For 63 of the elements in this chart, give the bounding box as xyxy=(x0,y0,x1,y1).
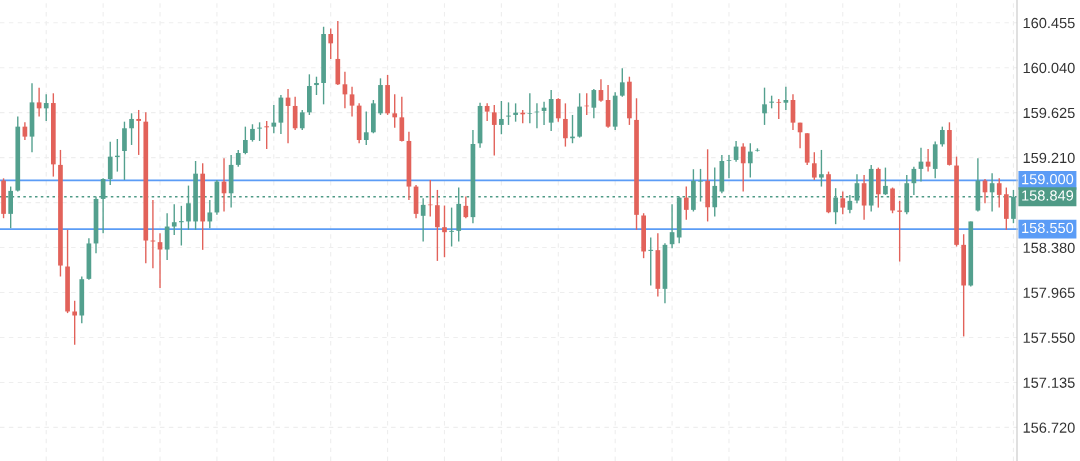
ref-line-label: 159.000 xyxy=(1022,173,1074,185)
candlestick xyxy=(314,76,319,96)
y-tick-label: 157.135 xyxy=(1023,377,1075,388)
candlestick xyxy=(392,93,398,129)
candlestick xyxy=(122,120,127,181)
ref-line-label: 158.550 xyxy=(1022,222,1074,234)
candlestick xyxy=(513,102,518,123)
candlestick xyxy=(939,125,945,148)
candlestick xyxy=(179,205,184,247)
candlestick xyxy=(499,100,504,135)
candlestick xyxy=(136,109,142,156)
candlestick xyxy=(890,186,895,214)
ref-line-label: 158.849 xyxy=(1022,190,1074,201)
candlestick xyxy=(207,199,213,229)
candlestick xyxy=(299,109,305,131)
y-tick-label: 159.625 xyxy=(1023,107,1075,119)
candlestick xyxy=(435,189,440,262)
candlestick xyxy=(548,89,554,132)
y-tick-label: 157.965 xyxy=(1023,287,1075,298)
candlestick xyxy=(740,142,746,193)
candlestick xyxy=(591,88,597,120)
candlestick xyxy=(442,204,447,258)
candlestick xyxy=(619,67,625,98)
candlestick xyxy=(264,120,270,150)
candlestick xyxy=(463,195,469,219)
candlestick xyxy=(683,185,689,221)
candlestick xyxy=(484,102,490,122)
candlestick xyxy=(783,85,789,111)
candlestick xyxy=(996,177,1002,209)
candlestick xyxy=(129,112,134,146)
candlestick xyxy=(449,206,454,248)
candlestick xyxy=(257,121,262,142)
candlestick xyxy=(747,142,753,179)
candlestick xyxy=(819,149,824,188)
candlestick xyxy=(506,101,511,126)
candlestick xyxy=(349,85,355,118)
candlestick xyxy=(328,27,334,60)
candlestick xyxy=(363,110,369,146)
candlestick xyxy=(527,92,533,124)
candlestick xyxy=(840,190,846,215)
candlestick xyxy=(555,97,561,123)
candlestick xyxy=(762,86,767,126)
candlestick xyxy=(811,151,817,181)
candlestick xyxy=(491,104,497,157)
candlestick xyxy=(157,232,163,289)
candlestick xyxy=(726,154,732,180)
y-tick-label: 158.380 xyxy=(1023,242,1075,253)
y-tick-label: 157.550 xyxy=(1023,332,1075,343)
y-tick-label: 159.210 xyxy=(1023,152,1075,164)
candlestick xyxy=(271,104,277,134)
candlestick xyxy=(399,95,405,143)
candlestick xyxy=(107,141,113,186)
candlestick xyxy=(72,300,78,346)
candlestick xyxy=(776,98,782,120)
candlestick xyxy=(43,93,49,122)
y-tick-label: 156.720 xyxy=(1023,422,1075,433)
candlestick xyxy=(883,166,888,196)
candlestick xyxy=(243,125,248,155)
y-tick-label: 160.455 xyxy=(1023,17,1075,29)
candlestick xyxy=(648,236,654,287)
y-tick-label: 160.040 xyxy=(1023,62,1075,74)
candlestick xyxy=(563,102,568,148)
candlestick xyxy=(171,203,177,236)
